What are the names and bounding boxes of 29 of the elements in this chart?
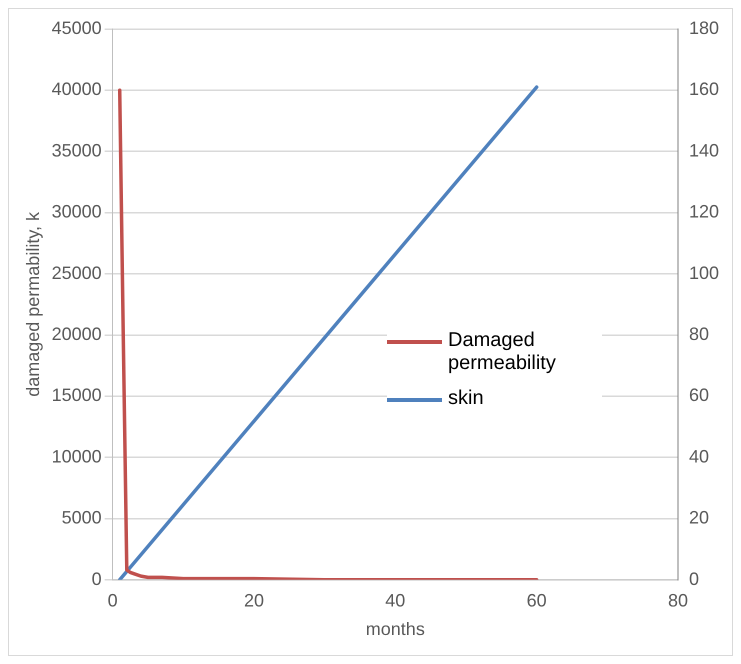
x-tick-label: 60	[526, 590, 547, 611]
y2-tick-label: 0	[688, 568, 699, 589]
y2-tick-label: 80	[688, 324, 709, 344]
x-axis-title: months	[366, 619, 425, 640]
y-tick-label: 35000	[52, 140, 102, 160]
y-axis-title: damaged permability, k	[22, 211, 43, 397]
y-tick-label: 10000	[52, 446, 102, 466]
y2-tick-label: 20	[688, 508, 709, 528]
x-tick-label: 0	[108, 590, 118, 611]
y2-tick-label: 60	[688, 385, 709, 406]
y-tick-label: 5000	[62, 508, 102, 528]
y2-tick-label: 40	[688, 446, 709, 466]
y2-tick-label: 180	[688, 18, 720, 38]
y-tick-label: 20000	[52, 324, 102, 344]
y2-tick-label: 160	[688, 79, 720, 100]
legend-label: Damaged permeability	[448, 329, 557, 375]
x-tick-label: 40	[385, 590, 406, 611]
y2-tick-label: 100	[688, 262, 720, 283]
x-tick-label: 80	[668, 590, 688, 611]
y-tick-label: 15000	[52, 385, 102, 406]
y-tick-label: 30000	[52, 202, 102, 222]
y-tick-label: 25000	[52, 262, 102, 283]
x-tick-label: 20	[244, 590, 264, 611]
y-tick-label: 40000	[52, 79, 102, 100]
y-tick-label: 0	[92, 568, 102, 589]
y2-tick-label: 120	[688, 202, 720, 222]
y-tick-label: 45000	[52, 18, 102, 38]
y2-tick-label: 140	[688, 140, 720, 160]
legend-label: skin	[448, 387, 484, 410]
